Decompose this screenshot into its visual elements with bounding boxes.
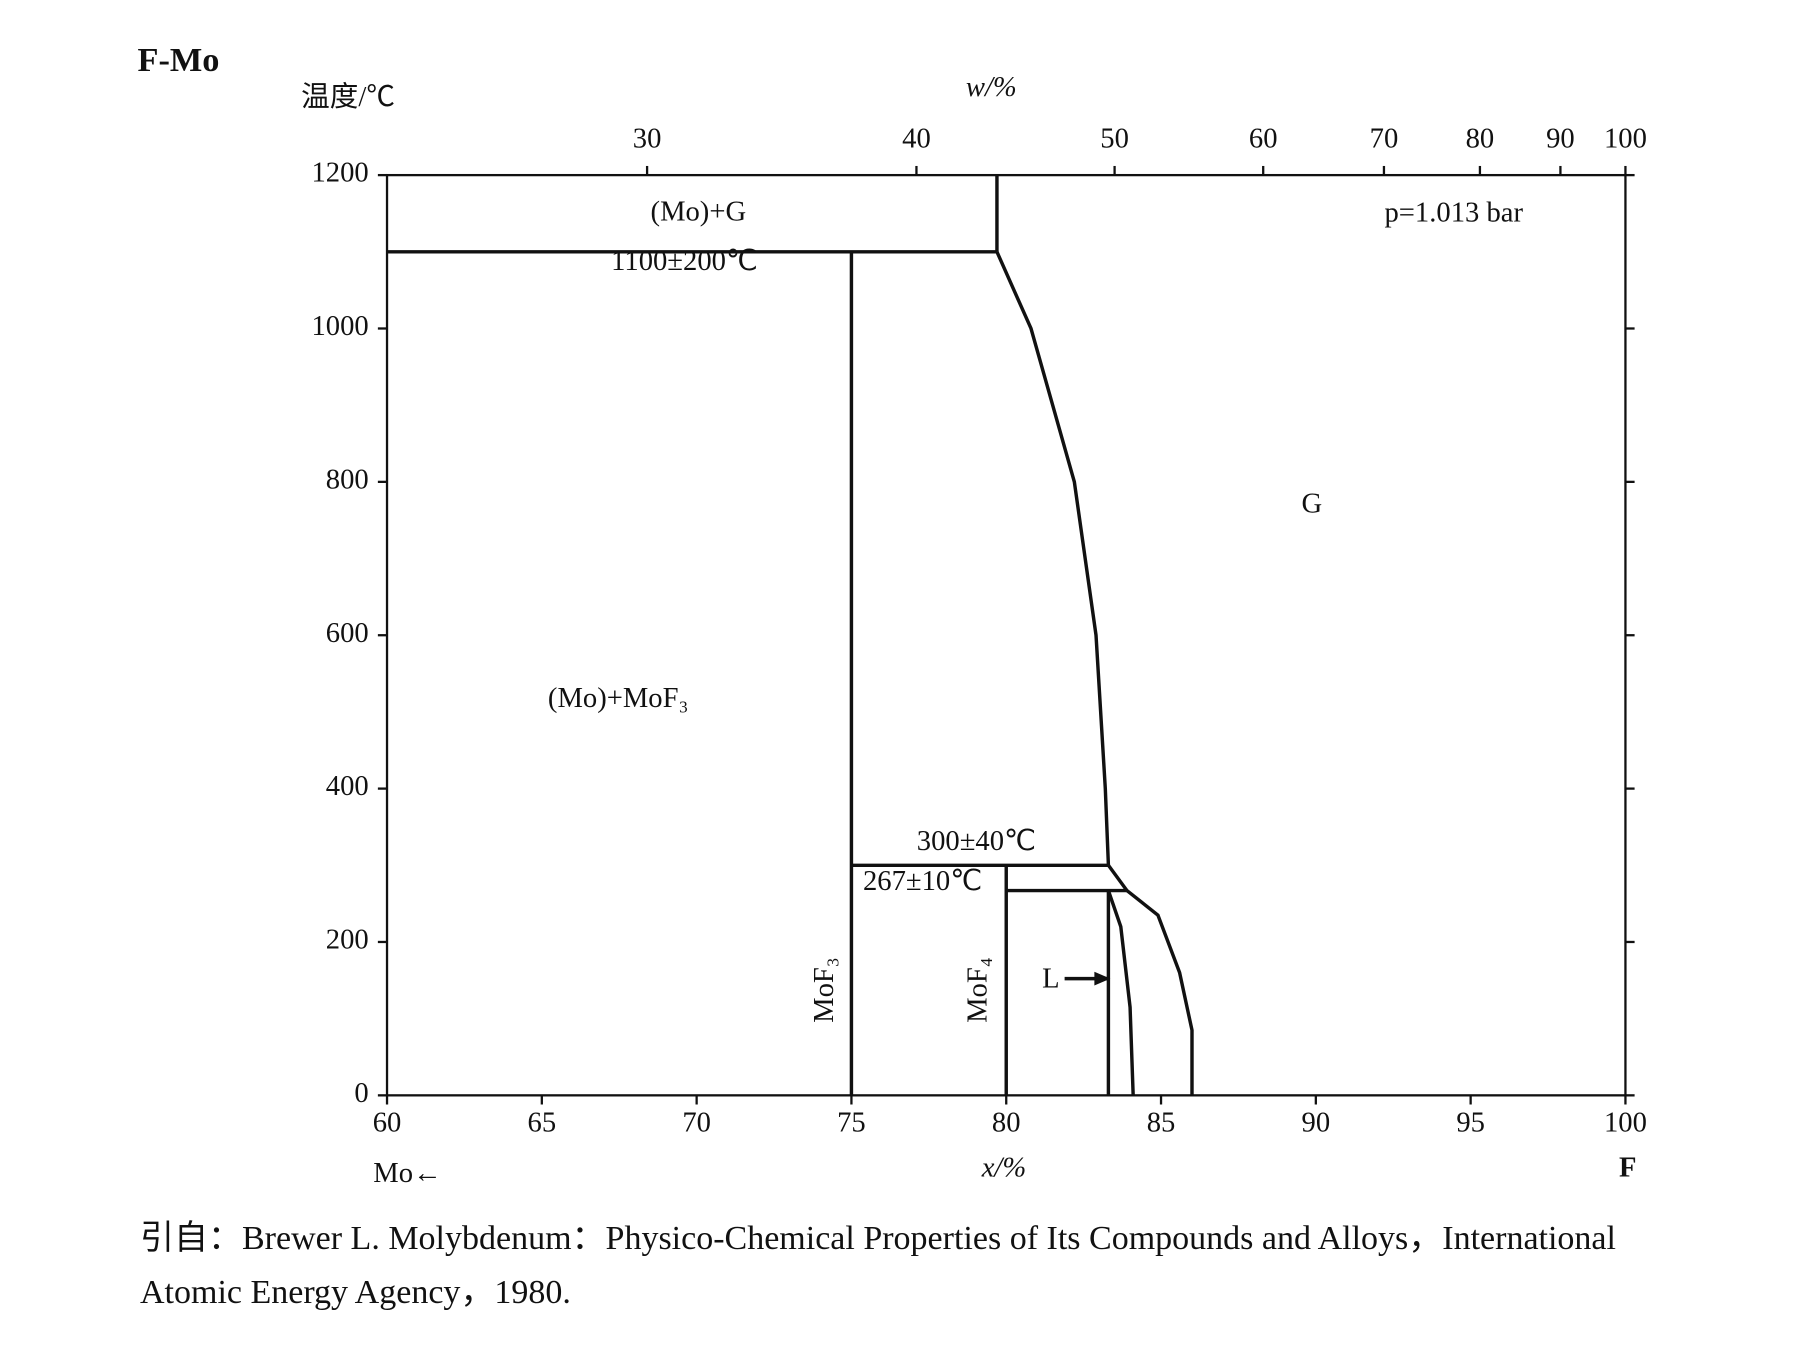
annotation: MoF₃ xyxy=(809,957,840,1023)
citation-line: 引自：Brewer L. Molybdenum：Physico-Chemical… xyxy=(140,1220,1616,1257)
arrow-head xyxy=(1094,971,1111,986)
annotation: 300±40℃ xyxy=(917,826,1036,857)
y-tick-label: 600 xyxy=(326,618,369,649)
x2-tick-label: 100 xyxy=(1604,123,1647,154)
annotation: MoF₄ xyxy=(962,957,993,1023)
x-tick-label: 95 xyxy=(1456,1108,1485,1139)
y-tick-label: 200 xyxy=(326,925,369,956)
x-tick-label: 65 xyxy=(528,1108,557,1139)
phase-boundary xyxy=(1106,890,1135,1096)
annotation: G xyxy=(1301,488,1322,519)
x-right-label: F xyxy=(1619,1152,1636,1183)
annotation: L xyxy=(1042,963,1059,994)
y-tick-label: 800 xyxy=(326,464,369,495)
phase-boundary xyxy=(995,251,1111,866)
x-tick-label: 80 xyxy=(992,1108,1021,1139)
y-tick-label: 1200 xyxy=(311,158,368,189)
y-tick-label: 1000 xyxy=(311,311,368,342)
x-tick-label: 60 xyxy=(373,1108,402,1139)
x-tick-label: 100 xyxy=(1604,1108,1647,1139)
y-tick-label: 0 xyxy=(354,1078,368,1109)
x-axis-label: x/% xyxy=(981,1152,1026,1183)
x2-axis-label: w/% xyxy=(966,72,1017,103)
x2-tick-label: 80 xyxy=(1466,123,1495,154)
annotation: 267±10℃ xyxy=(863,866,982,897)
x-tick-label: 70 xyxy=(682,1108,711,1139)
x2-tick-label: 90 xyxy=(1546,123,1575,154)
x2-tick-label: 40 xyxy=(902,123,931,154)
x2-tick-label: 70 xyxy=(1370,123,1399,154)
citation-line: Atomic Energy Agency，1980. xyxy=(140,1274,571,1311)
chart-title: F-Mo xyxy=(138,41,220,79)
x2-tick-label: 60 xyxy=(1249,123,1278,154)
citation: 引自：Brewer L. Molybdenum：Physico-Chemical… xyxy=(140,1212,1795,1320)
annotation: (Mo)+MoF₃ xyxy=(548,683,689,714)
x-left-label: Mo← xyxy=(373,1158,441,1189)
x-tick-label: 90 xyxy=(1302,1108,1331,1139)
x-tick-label: 85 xyxy=(1147,1108,1176,1139)
y-tick-label: 400 xyxy=(326,771,369,802)
annotation: p=1.013 bar xyxy=(1385,198,1524,229)
x-tick-label: 75 xyxy=(837,1108,866,1139)
annotation: 1100±200℃ xyxy=(611,246,758,277)
y-axis-label: 温度/℃ xyxy=(301,81,395,113)
annotation: (Mo)+G xyxy=(651,197,747,228)
x2-tick-label: 30 xyxy=(633,123,662,154)
x2-tick-label: 50 xyxy=(1100,123,1129,154)
phase-boundary xyxy=(1107,864,1194,1096)
